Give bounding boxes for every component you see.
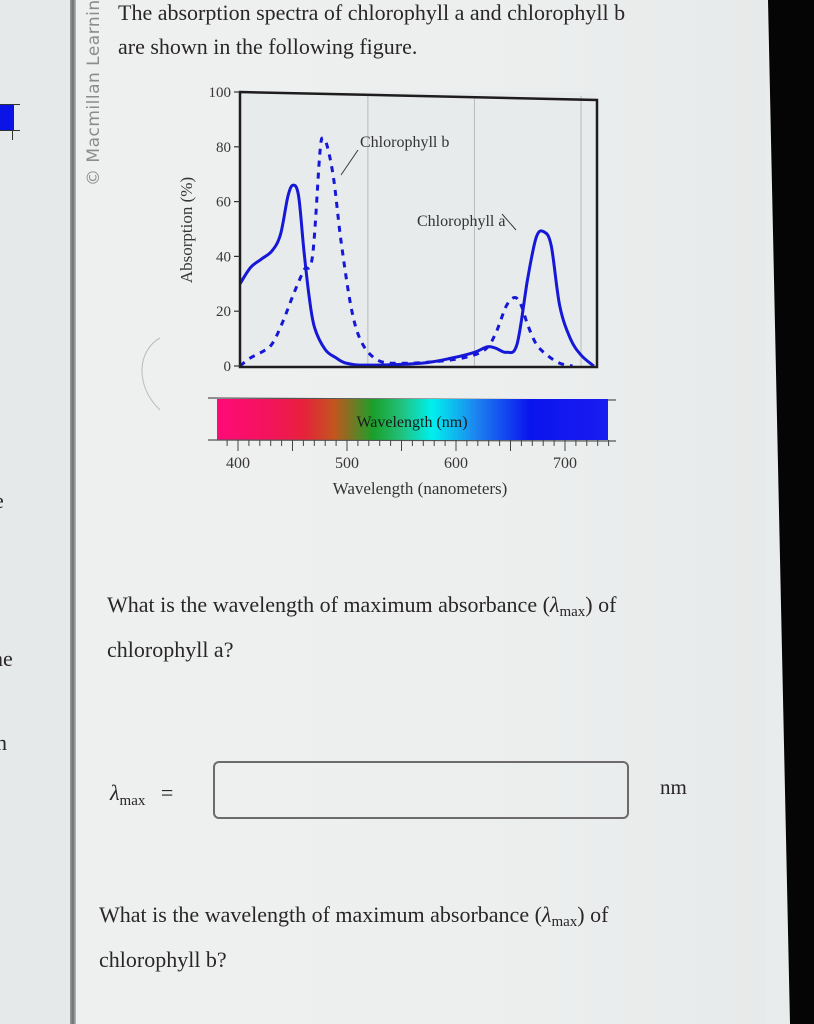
unit-label-nm: nm	[660, 775, 687, 799]
x-axis-tick-labels: 400 500 600 700	[226, 455, 577, 472]
y-tick-label: 20	[216, 304, 231, 320]
x-axis-ticks	[226, 440, 610, 451]
annotation-chlorophyll-a: Chlorophyll a	[417, 213, 505, 230]
lambda-max-chlorophyll-a-input[interactable]	[213, 761, 629, 819]
previous-page-text-fragment: ne	[0, 646, 13, 671]
annotation-chlorophyll-b: Chlorophyll b	[360, 134, 449, 151]
annotation-leader-chl-a	[501, 213, 517, 231]
grid-lines	[367, 96, 582, 366]
chart-plot-area: 0 20 40 60 80 100 Absorption (%) Chlorophyll …	[177, 85, 599, 375]
y-tick-label: 80	[216, 140, 231, 156]
previous-page-text-fragment: e	[0, 488, 4, 514]
spectrum-bar: Wavelength (nm) 400 500 600 700 Wavelength …	[207, 397, 617, 498]
lambda-symbol: λ	[110, 780, 120, 805]
x-tick-label: 700	[553, 455, 577, 472]
intro-line-1: The absorption spectra of chlorophyll a …	[118, 0, 626, 25]
annotation-leader-chl-b	[340, 149, 359, 176]
question-b-text-after: ) of	[577, 902, 609, 927]
y-axis: 0 20 40 60 80 100	[209, 85, 240, 375]
question-a-text: What is the wavelength of maximum absorb…	[107, 592, 550, 617]
plot-frame	[238, 90, 599, 369]
question-b-text: What is the wavelength of maximum absorb…	[99, 902, 542, 927]
x-tick-label: 500	[335, 455, 359, 472]
question-a-line2: chlorophyll a?	[107, 637, 234, 662]
spectrum-gradient	[217, 399, 608, 440]
previous-page-blue-mark	[0, 104, 14, 130]
y-tick-label: 40	[216, 249, 231, 265]
intro-line-2: are shown in the following figure.	[118, 34, 418, 59]
question-b-line2: chlorophyll b?	[99, 947, 227, 972]
equals-sign: =	[160, 780, 174, 805]
smudge-mark	[141, 337, 161, 411]
lambda-subscript: max	[559, 604, 586, 620]
chlorophyll-b-curve	[239, 136, 573, 368]
question-chlorophyll-b: What is the wavelength of maximum absorb…	[99, 896, 699, 979]
previous-page-text-fragment: n	[0, 730, 7, 755]
previous-page-edge: e ne n	[0, 0, 72, 1024]
x-tick-label: 400	[226, 455, 250, 472]
previous-page-tick	[0, 130, 20, 131]
series-layer	[238, 136, 595, 368]
lambda-subscript: max	[551, 914, 578, 930]
lambda-max-label: λmax =	[110, 780, 173, 810]
previous-page-tick	[12, 130, 13, 140]
y-tick-label: 60	[216, 195, 231, 211]
y-tick-label: 100	[209, 85, 232, 101]
lambda-subscript: max	[119, 793, 146, 809]
y-tick-label: 0	[224, 359, 232, 375]
x-tick-label: 600	[444, 455, 468, 472]
question-a-text-after: ) of	[585, 592, 617, 617]
page-divider	[70, 0, 76, 1024]
question-chlorophyll-a: What is the wavelength of maximum absorb…	[107, 586, 707, 669]
plot-background	[240, 92, 597, 367]
lambda-symbol: λ	[549, 592, 560, 617]
spectrum-bar-label: Wavelength (nm)	[356, 414, 467, 431]
y-axis-label: Absorption (%)	[177, 177, 196, 283]
chlorophyll-a-curve	[238, 183, 595, 368]
intro-text: The absorption spectra of chlorophyll a …	[118, 0, 678, 64]
x-axis-label: Wavelength (nanometers)	[333, 479, 508, 498]
previous-page-tick	[0, 104, 20, 105]
absorption-spectra-chart: 0 20 40 60 80 100 Absorption (%) Chlorophyll …	[141, 85, 617, 498]
lambda-symbol: λ	[541, 902, 552, 927]
